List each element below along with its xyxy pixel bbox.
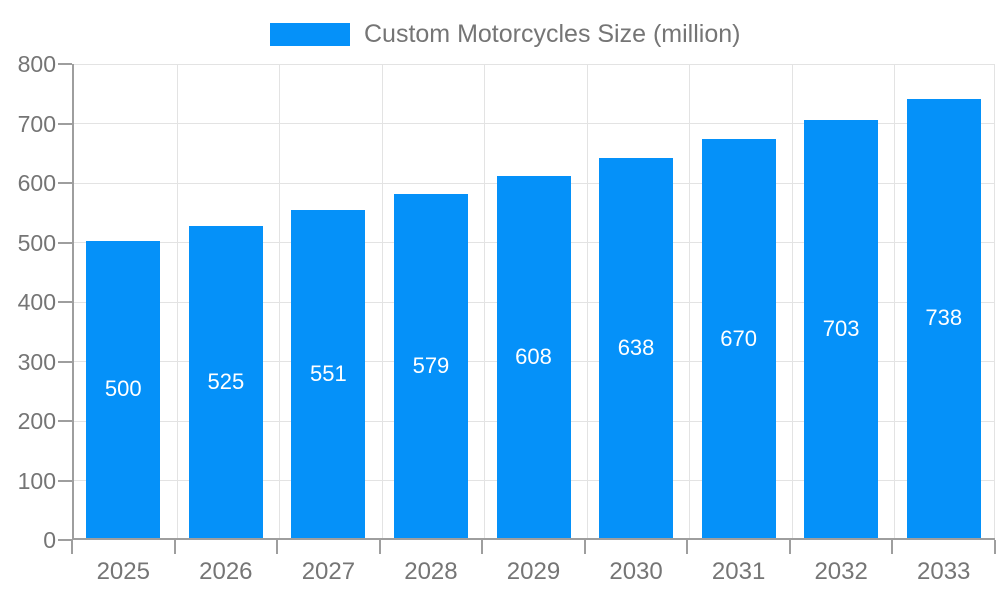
bar-2028: 579 [393,193,468,538]
bar-value-label: 670 [720,325,757,351]
bar-2026: 525 [188,225,263,538]
x-tick-1 [173,540,176,554]
y-tick-100 [58,479,72,482]
y-axis-label-700: 700 [17,110,56,137]
x-tick-6 [686,540,689,554]
bar-value-label: 579 [412,352,450,378]
y-axis-label-200: 200 [17,408,56,434]
y-axis-label-500: 500 [17,229,56,256]
y-tick-400 [58,301,72,303]
bar-value-label: 703 [822,315,860,341]
x-axis-label-2032: 2032 [814,558,868,585]
y-tick-700 [58,122,72,125]
gridline-v-5 [586,64,588,538]
x-tick-7 [788,540,791,554]
x-tick-3 [378,540,381,554]
x-axis-label-2030: 2030 [609,558,663,585]
gridline-v-8 [894,64,896,538]
y-axis-label-300: 300 [17,348,56,375]
y-axis-label-600: 600 [17,170,56,196]
gridline-h-700 [74,123,995,124]
y-tick-300 [58,360,72,363]
x-axis-label-2033: 2033 [917,558,971,585]
x-tick-5 [583,540,586,554]
y-tick-500 [58,241,72,244]
y-tick-600 [58,182,72,184]
gridline-v-2 [279,64,281,538]
gridline-v-9 [994,64,995,538]
x-axis-label-2025: 2025 [96,558,150,585]
bar-2025: 500 [86,240,161,538]
bar-value-label: 551 [310,361,347,387]
gridline-v-7 [791,64,793,538]
bar-2032: 703 [804,119,879,538]
bar-2029: 608 [496,176,571,538]
bar-value-label: 525 [207,368,245,394]
bar-2031: 670 [701,139,776,538]
y-axis-label-0: 0 [43,527,56,553]
x-axis-label-2028: 2028 [404,558,458,585]
plot-area: 500 525 551 579 608 638 670 703 738 [72,63,995,540]
x-axis-label-2031: 2031 [711,558,766,585]
x-axis-label-2029: 2029 [506,558,561,585]
bar-value-label: 638 [617,335,655,361]
gridline-v-3 [381,64,383,538]
bar-value-label: 500 [104,376,142,402]
y-axis-label-800: 800 [17,51,56,77]
y-tick-200 [58,420,72,422]
y-axis-label-100: 100 [17,467,56,494]
x-axis-label-2026: 2026 [199,558,253,585]
y-axis-label-400: 400 [17,289,56,315]
bar-2033: 738 [906,98,981,538]
x-axis-label-2027: 2027 [301,558,356,585]
gridline-v-1 [176,64,178,538]
y-tick-800 [58,63,72,65]
legend-label: Custom Motorcycles Size (million) [364,20,741,48]
x-tick-2 [276,540,279,554]
x-tick-9 [994,540,996,554]
bar-value-label: 738 [925,305,963,331]
gridline-v-4 [484,64,486,538]
y-tick-0 [58,539,72,541]
x-tick-4 [481,540,484,554]
legend[interactable]: Custom Motorcycles Size (million) [270,20,740,49]
gridline-h-800 [74,63,995,65]
bar-value-label: 608 [515,344,552,370]
legend-swatch-icon [270,23,350,46]
gridline-v-6 [689,64,691,538]
bar-2030: 638 [599,158,674,538]
x-tick-0 [71,540,73,554]
x-tick-8 [891,540,894,554]
bar-2027: 551 [291,210,366,538]
